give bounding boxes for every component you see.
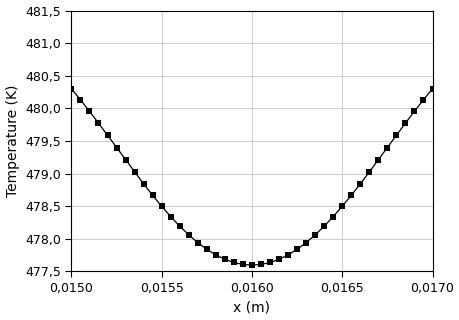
X-axis label: x (m): x (m) [233,300,270,315]
Y-axis label: Temperature (K): Temperature (K) [6,85,20,197]
